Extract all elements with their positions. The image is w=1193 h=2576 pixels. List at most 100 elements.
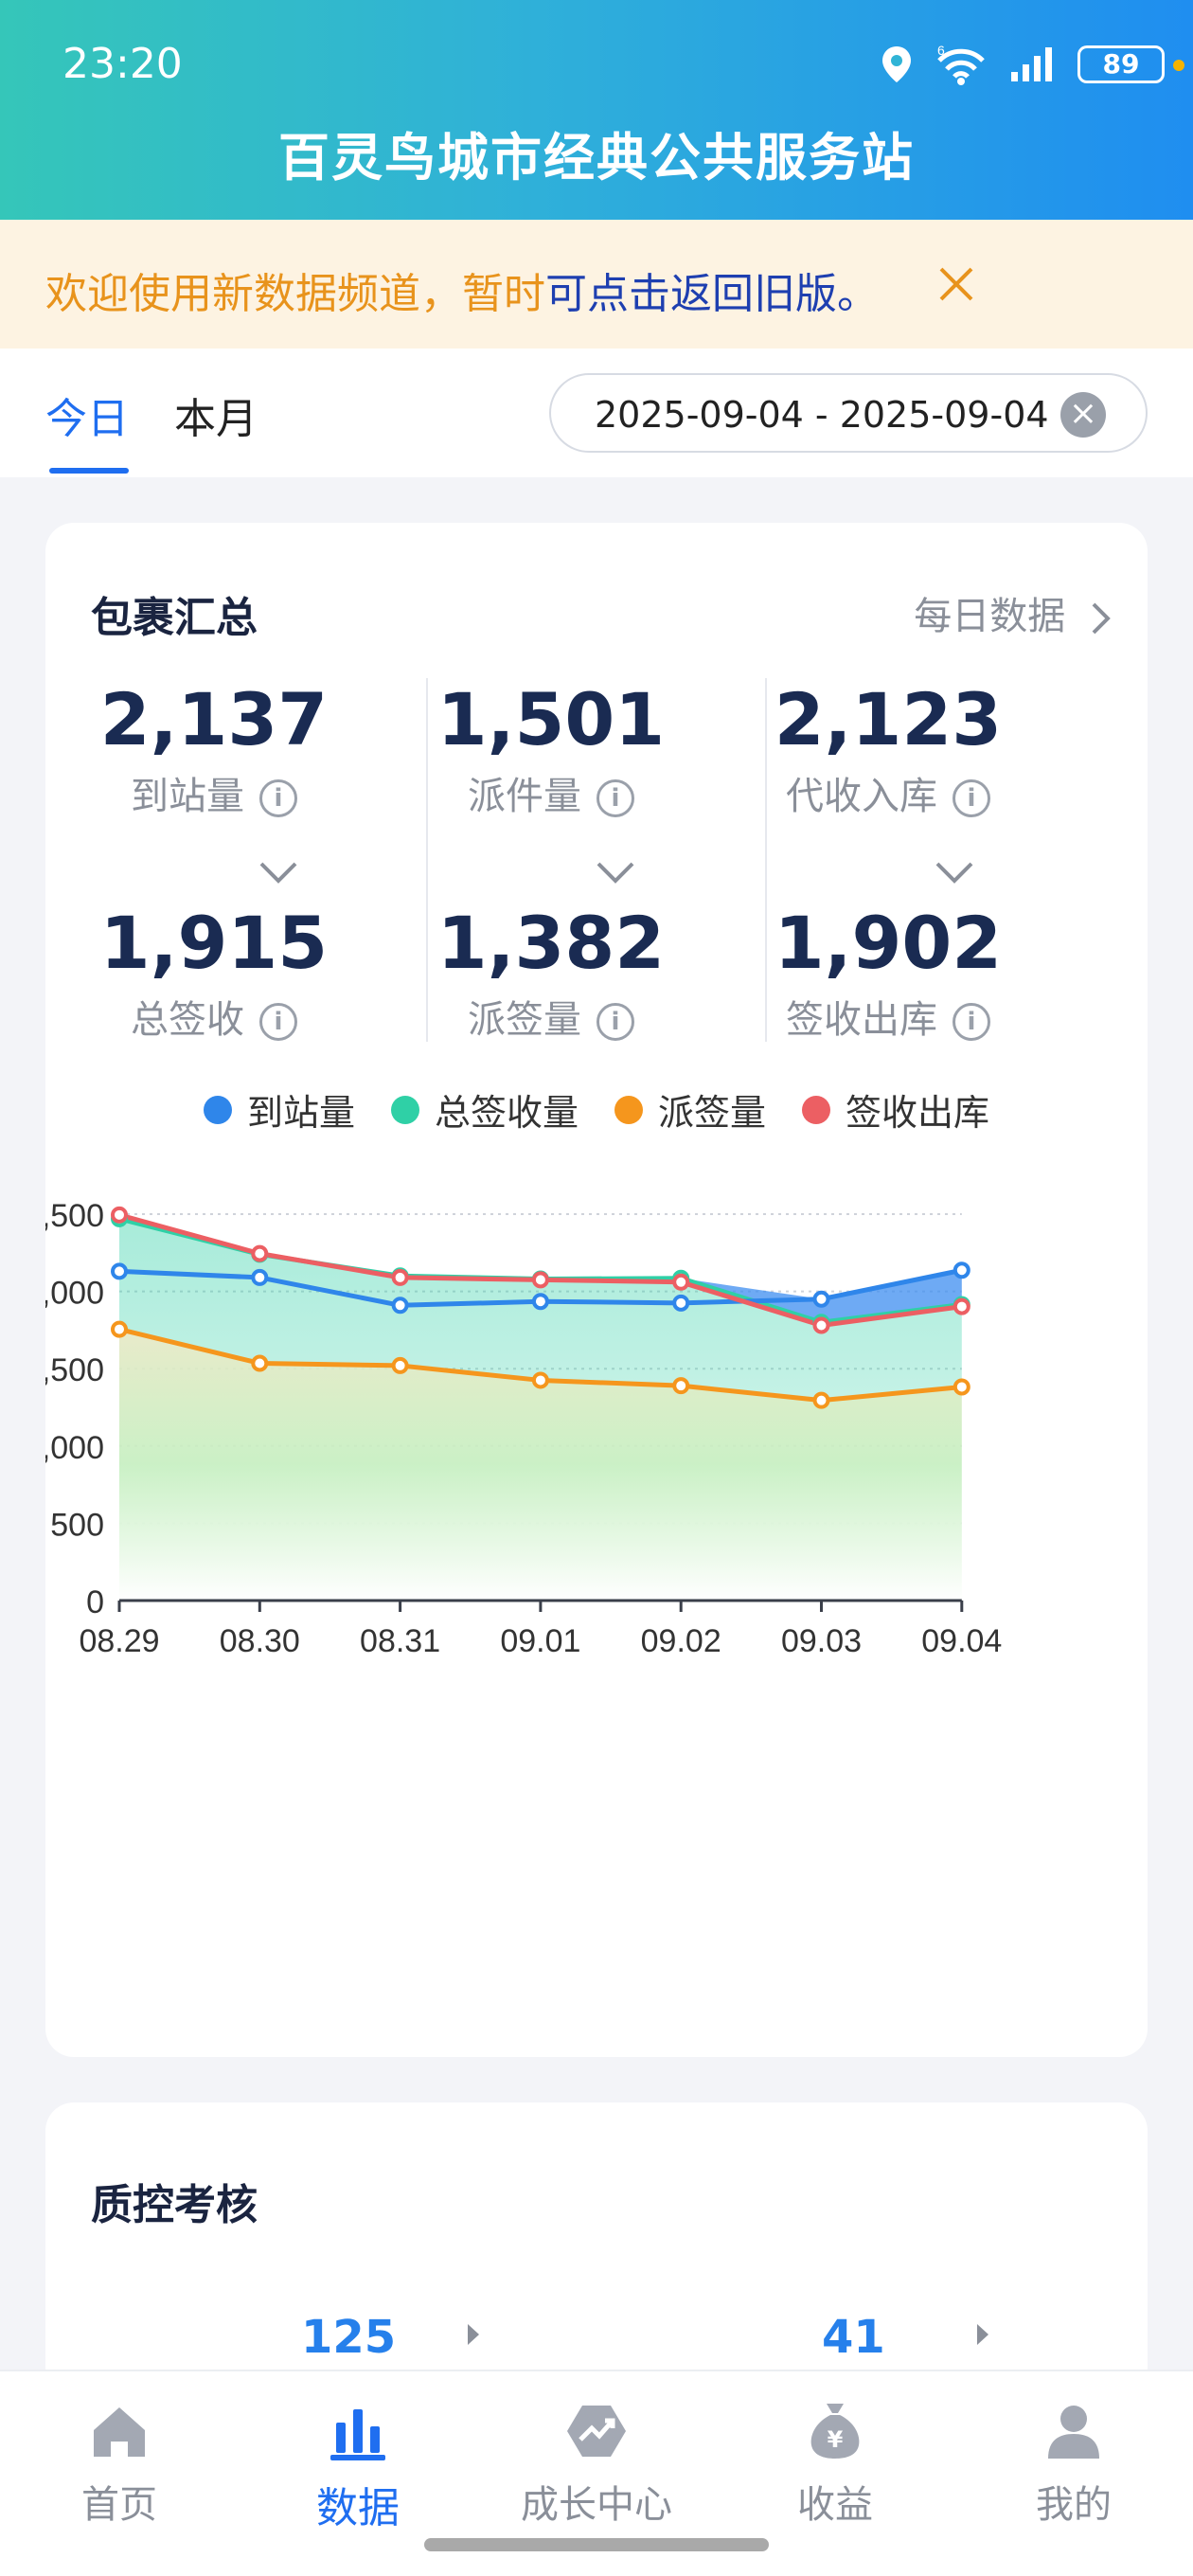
chevron-down-icon (259, 862, 297, 884)
legend-item[interactable]: 签收出库 (802, 1083, 989, 1136)
clear-date-icon[interactable]: × (1060, 392, 1106, 438)
info-icon[interactable]: i (953, 779, 990, 817)
data-point (111, 1320, 128, 1338)
qc-value[interactable]: 125 (301, 2311, 397, 2364)
app-title: 百灵鸟城市经典公共服务站 (278, 128, 915, 188)
home-icon (94, 2407, 145, 2457)
data-point (531, 1371, 549, 1389)
data-point (251, 1244, 269, 1262)
y-tick-label: 2,000 (45, 1276, 104, 1312)
info-icon[interactable]: i (259, 1003, 297, 1041)
area-pai-qian (119, 1329, 962, 1601)
status-time: 23:20 (62, 40, 183, 88)
money-bag-icon: ¥ (810, 2404, 860, 2459)
y-tick-label: 2,500 (45, 1198, 104, 1234)
info-icon[interactable]: i (596, 779, 634, 817)
metric-stored: 2,123 代收入库 i (720, 682, 1057, 820)
nav-label: 首页 (81, 2483, 157, 2527)
metric-label-wrap: 派件量 i (383, 765, 720, 820)
metric-value: 2,137 (99, 677, 329, 761)
daily-data-link[interactable]: 每日数据 (914, 585, 1112, 640)
close-icon[interactable] (937, 265, 975, 303)
signal-icon (1011, 47, 1052, 81)
back-to-old-version-link[interactable]: 可点击返回旧版。 (545, 270, 879, 318)
nav-profile[interactable]: 我的 (954, 2398, 1193, 2529)
metric-label: 代收入库 (786, 775, 937, 818)
chevron-down-icon (935, 862, 973, 884)
area-arrivals-excess (681, 1270, 962, 1323)
svg-text:6: 6 (937, 44, 945, 58)
metric-value: 2,123 (774, 677, 1003, 761)
y-tick-label: 1,000 (45, 1430, 104, 1466)
chart-legend: 到站量 总签收量 派签量 签收出库 (45, 1083, 1148, 1136)
caret-right-icon (977, 2324, 988, 2345)
nav-label: 数据 (316, 2484, 400, 2532)
metric-dispatched: 1,501 派件量 i (383, 682, 720, 820)
data-point (953, 1261, 970, 1279)
status-icons: 6 89 (881, 44, 1184, 85)
y-tick-label: 0 (86, 1584, 104, 1620)
info-icon[interactable]: i (596, 1003, 634, 1041)
data-point (111, 1262, 128, 1280)
metric-value: 1,915 (99, 901, 329, 985)
wifi-icon: 6 (937, 44, 985, 85)
metric-label: 派签量 (468, 998, 581, 1042)
nav-label: 收益 (797, 2483, 873, 2527)
x-tick-label: 08.31 (360, 1623, 440, 1659)
tab-month[interactable]: 本月 (174, 395, 258, 443)
chevron-right-icon (1092, 602, 1111, 635)
metric-value: 1,501 (436, 677, 666, 761)
info-icon[interactable]: i (259, 779, 297, 817)
x-tick-label: 09.04 (921, 1623, 1002, 1659)
nav-home[interactable]: 首页 (0, 2398, 239, 2529)
data-point (672, 1273, 690, 1291)
tab-today[interactable]: 今日 (45, 395, 129, 443)
y-tick-label: 1,500 (45, 1352, 104, 1388)
legend-item[interactable]: 到站量 (203, 1083, 355, 1136)
home-indicator (424, 2538, 769, 2551)
x-tick-label: 08.29 (79, 1623, 159, 1659)
legend-dot (614, 1095, 643, 1124)
data-point (251, 1354, 269, 1372)
package-summary-card: 包裹汇总 每日数据 2,137 到站量 i 1,501 派件量 i 2,123 代收… (45, 523, 1148, 2057)
data-point (251, 1268, 269, 1286)
metric-value: 1,902 (774, 901, 1003, 985)
legend-item[interactable]: 总签收量 (390, 1083, 579, 1136)
app-header: 23:20 6 89 百灵鸟城市经典公共服务站 (0, 0, 1193, 220)
data-point (812, 1316, 830, 1334)
data-point (812, 1391, 830, 1409)
legend-dot (802, 1095, 831, 1124)
nav-growth-center[interactable]: 成长中心 (477, 2398, 716, 2529)
data-point (672, 1294, 690, 1312)
nav-earnings[interactable]: ¥ 收益 (716, 2398, 954, 2529)
metric-signed-out: 1,902 签收出库 i (720, 905, 1057, 1044)
bottom-nav: 首页 数据 成长中心 ¥ 收益 我的 (0, 2370, 1193, 2576)
battery-level: 89 (1102, 48, 1140, 80)
info-icon[interactable]: i (953, 1003, 990, 1041)
date-range-picker[interactable]: 2025-09-04 - 2025-09-04 × (549, 373, 1148, 453)
metric-label-wrap: 到站量 i (45, 765, 383, 820)
y-tick-label: 500 (50, 1507, 104, 1543)
date-range-text: 2025-09-04 - 2025-09-04 (595, 394, 1049, 436)
metric-total-signed: 1,915 总签收 i (45, 905, 383, 1044)
data-point (812, 1290, 830, 1308)
column-divider (765, 678, 767, 1042)
legend-item[interactable]: 派签量 (614, 1083, 766, 1136)
notice-banner: 欢迎使用新数据频道，暂时可点击返回旧版。 (0, 220, 1193, 349)
legend-label: 派签量 (658, 1092, 767, 1134)
data-point (391, 1268, 409, 1286)
data-point (672, 1377, 690, 1395)
metric-label: 总签收 (131, 998, 244, 1042)
data-point (953, 1378, 970, 1396)
active-tab-indicator (49, 468, 129, 474)
data-point (531, 1293, 549, 1311)
metric-value: 1,382 (436, 901, 666, 985)
metric-label: 到站量 (131, 775, 244, 818)
metric-dispatch-signed: 1,382 派签量 i (383, 905, 720, 1044)
qc-value[interactable]: 41 (822, 2311, 885, 2364)
charging-dot (1173, 60, 1184, 71)
data-point (531, 1271, 549, 1289)
trend-chart: 0 500 1,000 1,500 2,000 2,500 08.29 08.30 08.31 0… (45, 1198, 1002, 1659)
x-tick-label: 08.30 (220, 1623, 300, 1659)
nav-data[interactable]: 数据 (239, 2398, 477, 2534)
